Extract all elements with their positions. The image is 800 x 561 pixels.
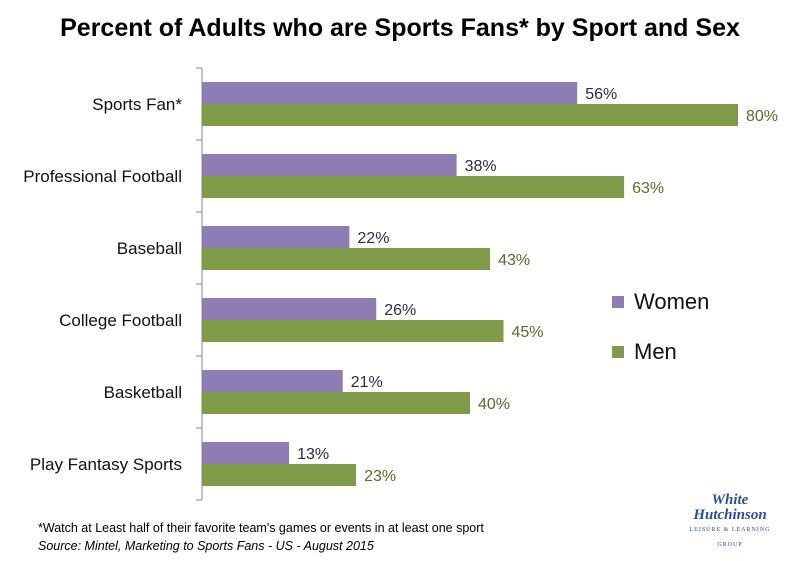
company-logo: White Hutchinson LEISURE & LEARNING GROU… <box>680 493 780 553</box>
data-label-men-baseball: 43% <box>498 252 530 269</box>
category-label-play-fantasy-sports: Play Fantasy Sports <box>30 455 182 474</box>
category-label-basketball: Basketball <box>104 383 182 402</box>
data-label-men-sports-fan: 80% <box>746 108 778 125</box>
data-label-men-college-football: 45% <box>512 324 544 341</box>
bar-women-sports-fan <box>202 82 578 104</box>
legend-swatch-women <box>612 296 624 308</box>
data-label-men-basketball: 40% <box>478 396 510 413</box>
data-label-women-baseball: 22% <box>357 230 389 247</box>
chart-title: Percent of Adults who are Sports Fans* b… <box>60 14 740 42</box>
source-note: Source: Mintel, Marketing to Sports Fans… <box>38 539 374 553</box>
bar-women-professional-football <box>202 154 457 176</box>
data-label-men-professional-football: 63% <box>632 180 664 197</box>
bar-men-college-football <box>202 320 504 342</box>
data-label-women-sports-fan: 56% <box>585 86 617 103</box>
axis-group: Sports Fan* Professional Football Baseball… <box>23 67 203 501</box>
category-label-college-football: College Football <box>59 311 182 330</box>
bar-women-basketball <box>202 370 343 392</box>
bar-men-play-fantasy-sports <box>202 464 357 486</box>
logo-line-2: Hutchinson <box>693 507 767 523</box>
category-label-professional-football: Professional Football <box>23 167 182 186</box>
data-label-women-college-football: 26% <box>384 302 416 319</box>
data-label-women-play-fantasy-sports: 13% <box>297 446 329 463</box>
legend-swatch-men <box>612 346 624 358</box>
bars-group: 56% 80% 38% 63% 22% 43% 26% 45% 21% 40% 13% 23% <box>202 82 778 486</box>
data-label-women-basketball: 21% <box>351 374 383 391</box>
bar-women-play-fantasy-sports <box>202 442 290 464</box>
bar-men-professional-football <box>202 176 625 198</box>
footnote: *Watch at Least half of their favorite t… <box>38 521 484 535</box>
data-label-men-play-fantasy-sports: 23% <box>364 468 396 485</box>
legend: Women Men <box>612 289 709 364</box>
bar-women-baseball <box>202 226 350 248</box>
bar-men-baseball <box>202 248 491 270</box>
data-label-women-professional-football: 38% <box>465 158 497 175</box>
bar-men-sports-fan <box>202 104 738 126</box>
bar-women-college-football <box>202 298 377 320</box>
bar-men-basketball <box>202 392 470 414</box>
logo-tagline: LEISURE & LEARNING GROUP <box>689 527 771 548</box>
legend-label-men: Men <box>634 339 677 364</box>
category-label-baseball: Baseball <box>117 239 182 258</box>
category-label-sports-fan: Sports Fan* <box>92 95 182 114</box>
logo-line-1: White <box>711 492 749 508</box>
legend-label-women: Women <box>634 289 709 314</box>
